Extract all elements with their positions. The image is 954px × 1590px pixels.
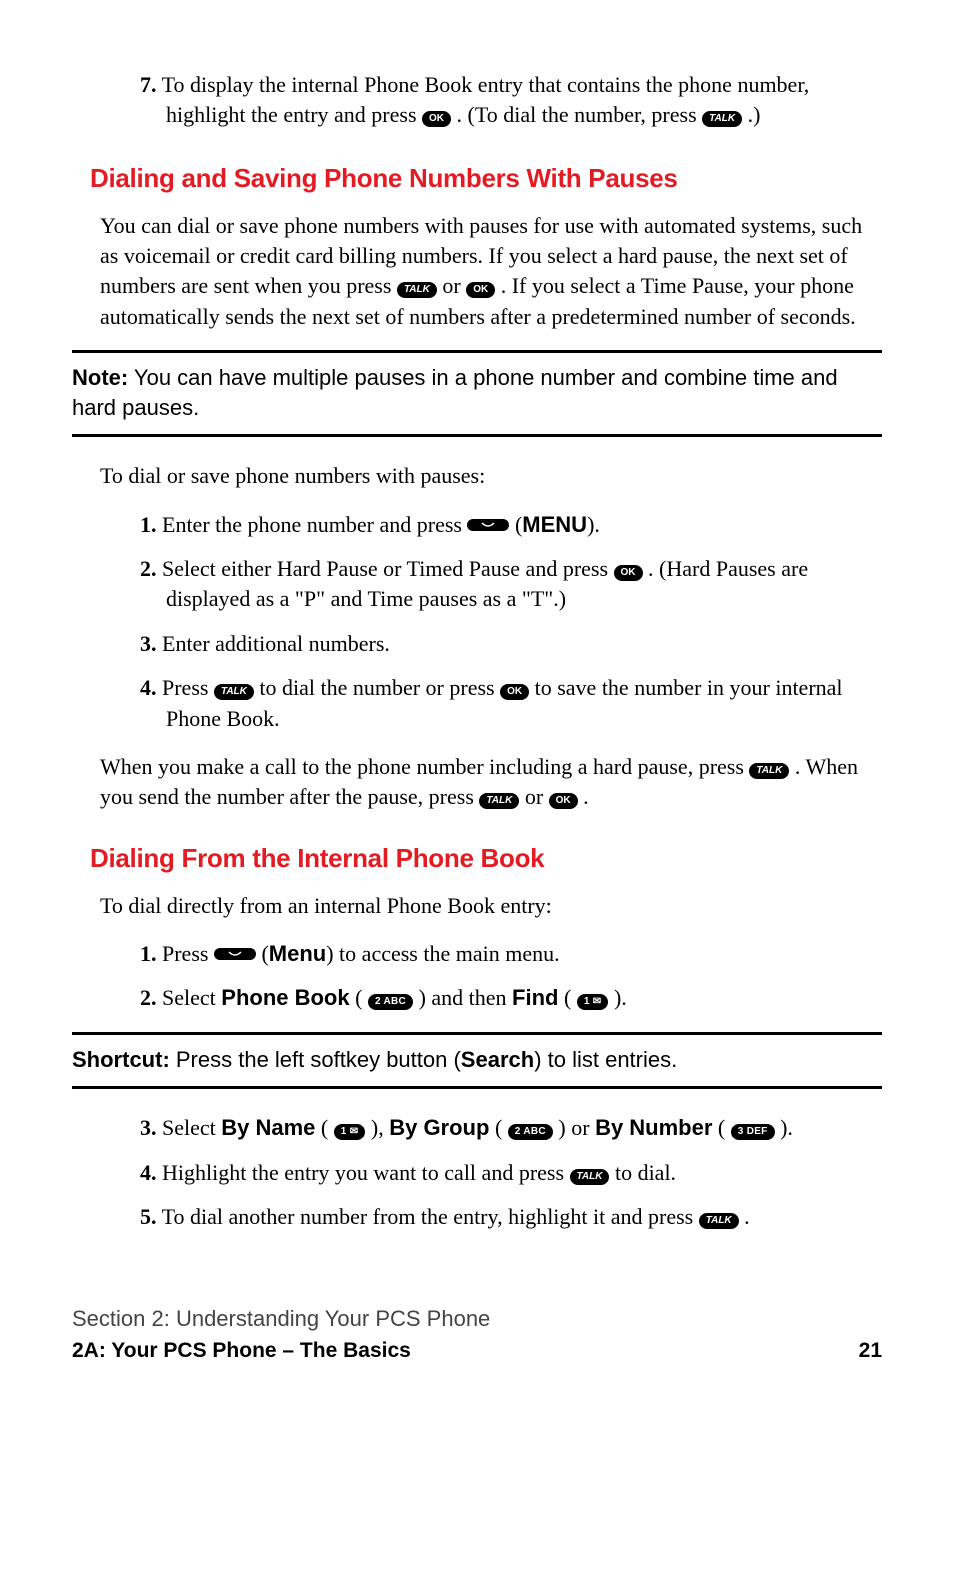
page-number: 21 (859, 1337, 882, 1366)
softkey-button-icon (467, 519, 509, 531)
phonebook-label: Phone Book (221, 985, 349, 1010)
talk-button-icon: TALK (479, 793, 519, 809)
step-number: 7. (140, 72, 157, 97)
text: Enter the phone number and press (157, 512, 468, 537)
text: ), (365, 1115, 389, 1140)
step-number: 5. (140, 1204, 157, 1229)
list-item: 4. Highlight the entry you want to call … (140, 1158, 882, 1188)
list-item: 2. Select either Hard Pause or Timed Pau… (140, 554, 882, 615)
text: .) (742, 102, 760, 127)
section2-steps-a: 1. Press (Menu) to access the main menu.… (140, 939, 882, 1014)
step-number: 4. (140, 1160, 157, 1185)
text: ( (489, 1115, 507, 1140)
text: ( (712, 1115, 730, 1140)
text: . (To dial the number, press (451, 102, 702, 127)
note-text: You can have multiple pauses in a phone … (72, 365, 838, 420)
text: ). (587, 512, 600, 537)
text: Select (157, 1115, 222, 1140)
talk-button-icon: TALK (699, 1213, 739, 1229)
heading-dialing-phonebook: Dialing From the Internal Phone Book (90, 841, 882, 877)
text: ( (509, 512, 522, 537)
section1-tail: When you make a call to the phone number… (100, 752, 882, 813)
talk-button-icon: TALK (749, 763, 789, 779)
step-number: 3. (140, 631, 157, 656)
list-item: 1. Press (Menu) to access the main menu. (140, 939, 882, 969)
text: Press the left softkey button ( (170, 1047, 461, 1072)
text: ). (608, 985, 626, 1010)
list-item: 3. Select By Name ( 1 ✉ ), By Group ( 2 … (140, 1113, 882, 1143)
text: ( (558, 985, 576, 1010)
search-label: Search (461, 1047, 534, 1072)
section2-steps-b: 3. Select By Name ( 1 ✉ ), By Group ( 2 … (140, 1113, 882, 1232)
text: ( (315, 1115, 333, 1140)
page-footer: Section 2: Understanding Your PCS Phone … (72, 1304, 882, 1365)
list-item: 3. Enter additional numbers. (140, 629, 882, 659)
talk-button-icon: TALK (397, 282, 437, 298)
ok-button-icon: OK (466, 282, 495, 298)
text: ( (350, 985, 368, 1010)
byname-label: By Name (221, 1115, 315, 1140)
key2-icon: 2 ABC (508, 1124, 553, 1140)
list-item: 4. Press TALK to dial the number or pres… (140, 673, 882, 734)
ok-button-icon: OK (549, 793, 578, 809)
ok-button-icon: OK (422, 111, 451, 127)
text: To dial another number from the entry, h… (157, 1204, 699, 1229)
text: ). (775, 1115, 793, 1140)
text: to dial. (609, 1160, 676, 1185)
step-number: 4. (140, 675, 157, 700)
shortcut-label: Shortcut: (72, 1047, 170, 1072)
talk-button-icon: TALK (570, 1169, 610, 1185)
text: When you make a call to the phone number… (100, 754, 749, 779)
note-box: Note: You can have multiple pauses in a … (72, 350, 882, 437)
section1-steps: 1. Enter the phone number and press (MEN… (140, 510, 882, 734)
text: . (578, 784, 589, 809)
text: or (437, 273, 466, 298)
talk-button-icon: TALK (702, 111, 742, 127)
section1-leadin: To dial or save phone numbers with pause… (100, 461, 882, 491)
text: ) or (553, 1115, 595, 1140)
footer-chapter-line: 2A: Your PCS Phone – The Basics (72, 1337, 882, 1366)
menu-label: MENU (522, 512, 587, 537)
key2-icon: 2 ABC (368, 994, 413, 1010)
note-label: Note: (72, 365, 128, 390)
section2-leadin: To dial directly from an internal Phone … (100, 891, 882, 921)
step-number: 2. (140, 985, 157, 1010)
section1-body: You can dial or save phone numbers with … (100, 211, 882, 332)
list-item: 1. Enter the phone number and press (MEN… (140, 510, 882, 540)
text: Press (157, 941, 214, 966)
step-number: 2. (140, 556, 157, 581)
talk-button-icon: TALK (214, 684, 254, 700)
key3-icon: 3 DEF (731, 1124, 775, 1140)
text: Select either Hard Pause or Timed Pause … (157, 556, 614, 581)
bynumber-label: By Number (595, 1115, 712, 1140)
softkey-button-icon (214, 948, 256, 960)
text: Select (157, 985, 222, 1010)
key1-icon: 1 ✉ (334, 1124, 366, 1140)
find-label: Find (512, 985, 558, 1010)
step-7: 7. To display the internal Phone Book en… (140, 70, 882, 131)
text: ) to access the main menu. (326, 941, 559, 966)
list-item: 5. To dial another number from the entry… (140, 1202, 882, 1232)
key1-icon: 1 ✉ (577, 994, 609, 1010)
list-item: 2. Select Phone Book ( 2 ABC ) and then … (140, 983, 882, 1013)
heading-dialing-saving: Dialing and Saving Phone Numbers With Pa… (90, 161, 882, 197)
text: to dial the number or press (254, 675, 500, 700)
step-number: 1. (140, 941, 157, 966)
text: or (519, 784, 548, 809)
text: Enter additional numbers. (157, 631, 390, 656)
ok-button-icon: OK (614, 565, 643, 581)
text: . (739, 1204, 750, 1229)
text: ) and then (413, 985, 512, 1010)
text: Highlight the entry you want to call and… (157, 1160, 570, 1185)
text: ( (256, 941, 269, 966)
step-number: 3. (140, 1115, 157, 1140)
text: Press (157, 675, 214, 700)
step-number: 1. (140, 512, 157, 537)
text: ) to list entries. (534, 1047, 677, 1072)
menu-label: Menu (269, 941, 326, 966)
footer-section-line: Section 2: Understanding Your PCS Phone (72, 1304, 882, 1334)
ok-button-icon: OK (500, 684, 529, 700)
shortcut-box: Shortcut: Press the left softkey button … (72, 1032, 882, 1090)
bygroup-label: By Group (389, 1115, 489, 1140)
